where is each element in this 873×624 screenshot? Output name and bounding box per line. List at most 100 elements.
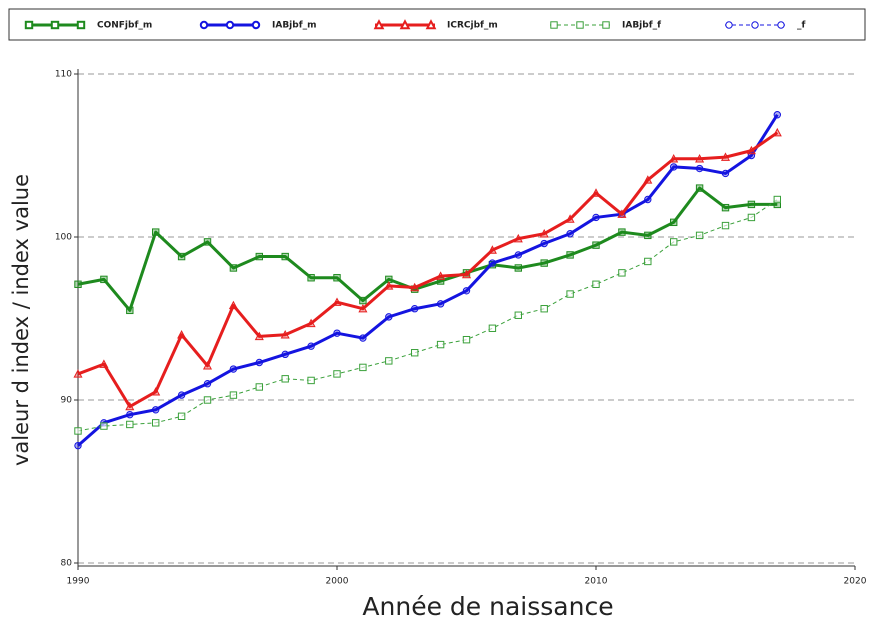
marker [229, 365, 238, 373]
marker [307, 342, 315, 350]
marker [592, 280, 600, 288]
marker [281, 375, 289, 383]
legend-label: IABjbf_f [622, 21, 661, 31]
marker [514, 251, 522, 259]
marker [177, 391, 186, 399]
marker [592, 241, 600, 249]
marker [746, 145, 756, 155]
marker [773, 111, 781, 119]
legend-marker [777, 21, 785, 29]
marker [385, 357, 393, 365]
marker [202, 361, 213, 370]
marker [540, 239, 548, 248]
marker [747, 213, 756, 222]
marker [565, 214, 575, 223]
marker [721, 169, 730, 178]
marker [436, 300, 445, 308]
marker [410, 282, 420, 292]
legend-label: ICRCjbf_m [447, 21, 498, 31]
marker [411, 305, 419, 313]
marker [73, 369, 83, 378]
marker [100, 275, 108, 284]
legend-label: _f [797, 21, 806, 31]
marker [333, 329, 341, 337]
marker [152, 228, 160, 236]
marker [566, 230, 574, 238]
marker [359, 334, 367, 342]
marker [307, 274, 315, 282]
x-tick-label: 1990 [67, 577, 90, 587]
y-axis-label: valeur d index / index value [9, 174, 33, 466]
marker [514, 311, 522, 319]
marker [255, 383, 264, 391]
marker [772, 127, 782, 137]
marker [670, 238, 678, 246]
marker [385, 313, 393, 321]
legend-box [8, 8, 866, 41]
marker [280, 330, 290, 339]
marker [177, 252, 186, 261]
marker [177, 412, 186, 421]
legend-marker [24, 20, 34, 30]
marker [617, 209, 627, 218]
marker [333, 370, 341, 378]
marker [333, 274, 341, 282]
marker [566, 251, 574, 259]
legend-marker [602, 21, 610, 29]
marker [203, 396, 212, 404]
legend-marker [251, 20, 261, 30]
marker [540, 305, 548, 313]
marker [669, 154, 679, 163]
marker [592, 213, 600, 222]
marker [151, 387, 161, 396]
marker [644, 231, 652, 240]
series-line [77, 186, 778, 312]
marker [152, 406, 160, 414]
marker [359, 296, 367, 305]
marker [74, 441, 82, 450]
marker [359, 363, 367, 372]
legend-label: CONFjbf_m [97, 21, 152, 31]
marker [74, 280, 82, 288]
legend-marker [425, 19, 437, 30]
y-tick-label: 80 [61, 559, 73, 569]
marker [358, 303, 368, 313]
marker [462, 335, 471, 344]
marker [384, 281, 394, 290]
marker [306, 318, 316, 328]
legend-marker [576, 21, 584, 29]
x-tick-label: 2010 [585, 577, 608, 587]
x-axis-label: Année de naissance [362, 592, 613, 621]
marker [539, 228, 549, 238]
marker [254, 331, 264, 341]
marker [670, 163, 678, 171]
marker [643, 175, 653, 184]
marker [591, 188, 601, 197]
marker [100, 422, 108, 430]
y-tick-label: 100 [55, 233, 72, 243]
legend-marker [399, 19, 411, 30]
legend-marker [199, 20, 209, 30]
marker [513, 233, 523, 243]
marker [203, 380, 212, 388]
marker [514, 264, 522, 272]
marker [488, 324, 497, 332]
marker [126, 306, 134, 315]
legend-marker [76, 20, 86, 30]
legend-marker [550, 21, 558, 29]
marker [74, 427, 82, 435]
marker [255, 358, 263, 367]
series-line [77, 199, 778, 432]
marker [152, 419, 160, 427]
marker [411, 349, 419, 357]
marker [540, 259, 548, 267]
marker [670, 218, 678, 227]
marker [228, 300, 238, 310]
marker [644, 257, 652, 266]
marker [436, 277, 445, 285]
marker [773, 195, 781, 204]
marker [695, 164, 704, 173]
marker [462, 287, 471, 295]
y-tick-label: 110 [55, 70, 72, 80]
